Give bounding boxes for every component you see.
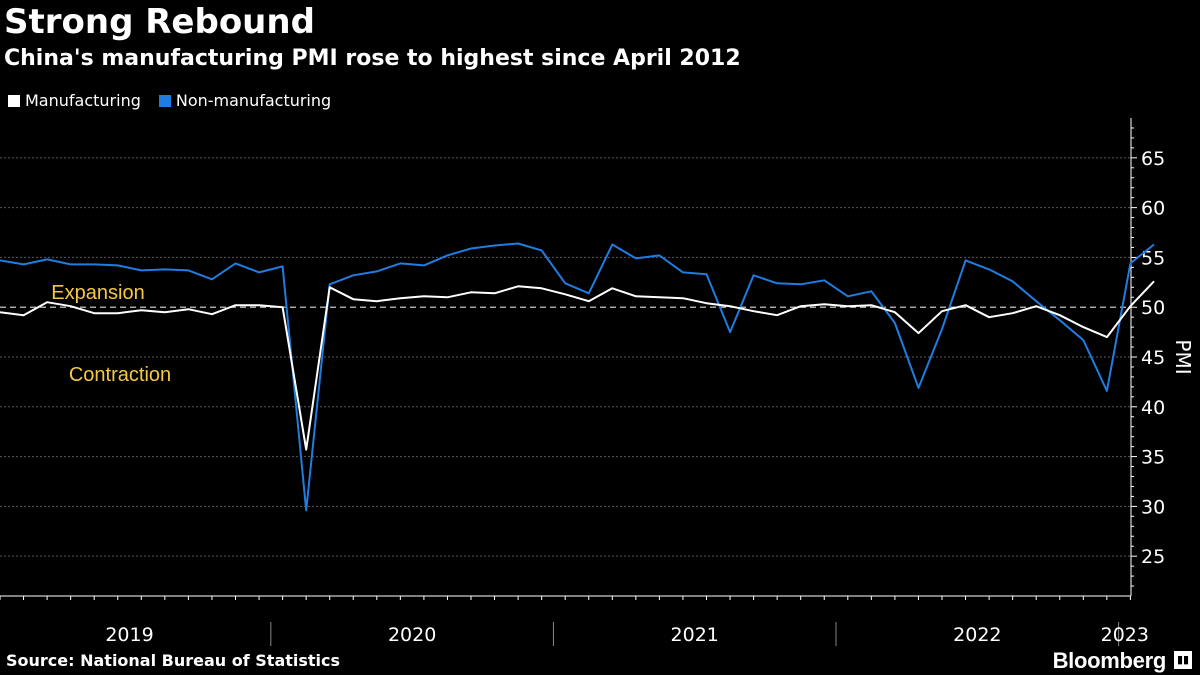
source-note: Source: National Bureau of Statistics	[6, 651, 341, 670]
y-tick-label-60: 60	[1141, 198, 1165, 220]
y-tick-label-55: 55	[1141, 247, 1165, 269]
brand-logo-text: Bloomberg	[1052, 648, 1167, 673]
label-layer: Expansion Contraction PMI	[51, 282, 1195, 386]
grid-layer	[0, 157, 1131, 557]
y-tick-label-25: 25	[1141, 546, 1165, 568]
legend-swatch-manufacturing	[8, 95, 20, 107]
series-layer	[0, 242, 1155, 512]
y-tick-label-50: 50	[1141, 297, 1165, 319]
x-tick-label-2019: 2019	[105, 624, 153, 646]
chart-title: Strong Rebound	[4, 2, 315, 42]
y-tick-label-35: 35	[1141, 447, 1165, 469]
annotation-contraction: Contraction	[69, 364, 171, 386]
x-tick-label-2023: 2023	[1101, 624, 1149, 646]
x-tick-label-2021: 2021	[671, 624, 719, 646]
legend-label-non-manufacturing: Non-manufacturing	[175, 91, 332, 110]
legend: Manufacturing Non-manufacturing	[8, 90, 331, 112]
legend-swatch-non-manufacturing	[158, 95, 171, 107]
y-tick-label-45: 45	[1141, 347, 1165, 369]
brand-logo-icon: ▮▮	[1174, 651, 1192, 669]
legend-item-non-manufacturing: Non-manufacturing	[158, 90, 332, 112]
manufacturing-line	[0, 280, 1155, 451]
x-tick-label-2020: 2020	[388, 624, 436, 646]
non-manufacturing-line	[0, 242, 1155, 512]
x-tick-label-2022: 2022	[953, 624, 1001, 646]
legend-item-manufacturing: Manufacturing	[8, 90, 141, 112]
y-tick-label-30: 30	[1141, 496, 1165, 518]
annotation-expansion: Expansion	[51, 282, 144, 304]
y-axis-label: PMI	[1171, 339, 1195, 374]
y-tick-label-65: 65	[1141, 148, 1165, 170]
legend-label-manufacturing: Manufacturing	[25, 91, 141, 110]
y-tick-label-40: 40	[1141, 397, 1165, 419]
chart-subtitle: China's manufacturing PMI rose to highes…	[4, 46, 741, 71]
axis-layer: 25 30 35 40 45 50 55 60 65 2019 2020 2021 2022 2023	[0, 118, 1165, 646]
